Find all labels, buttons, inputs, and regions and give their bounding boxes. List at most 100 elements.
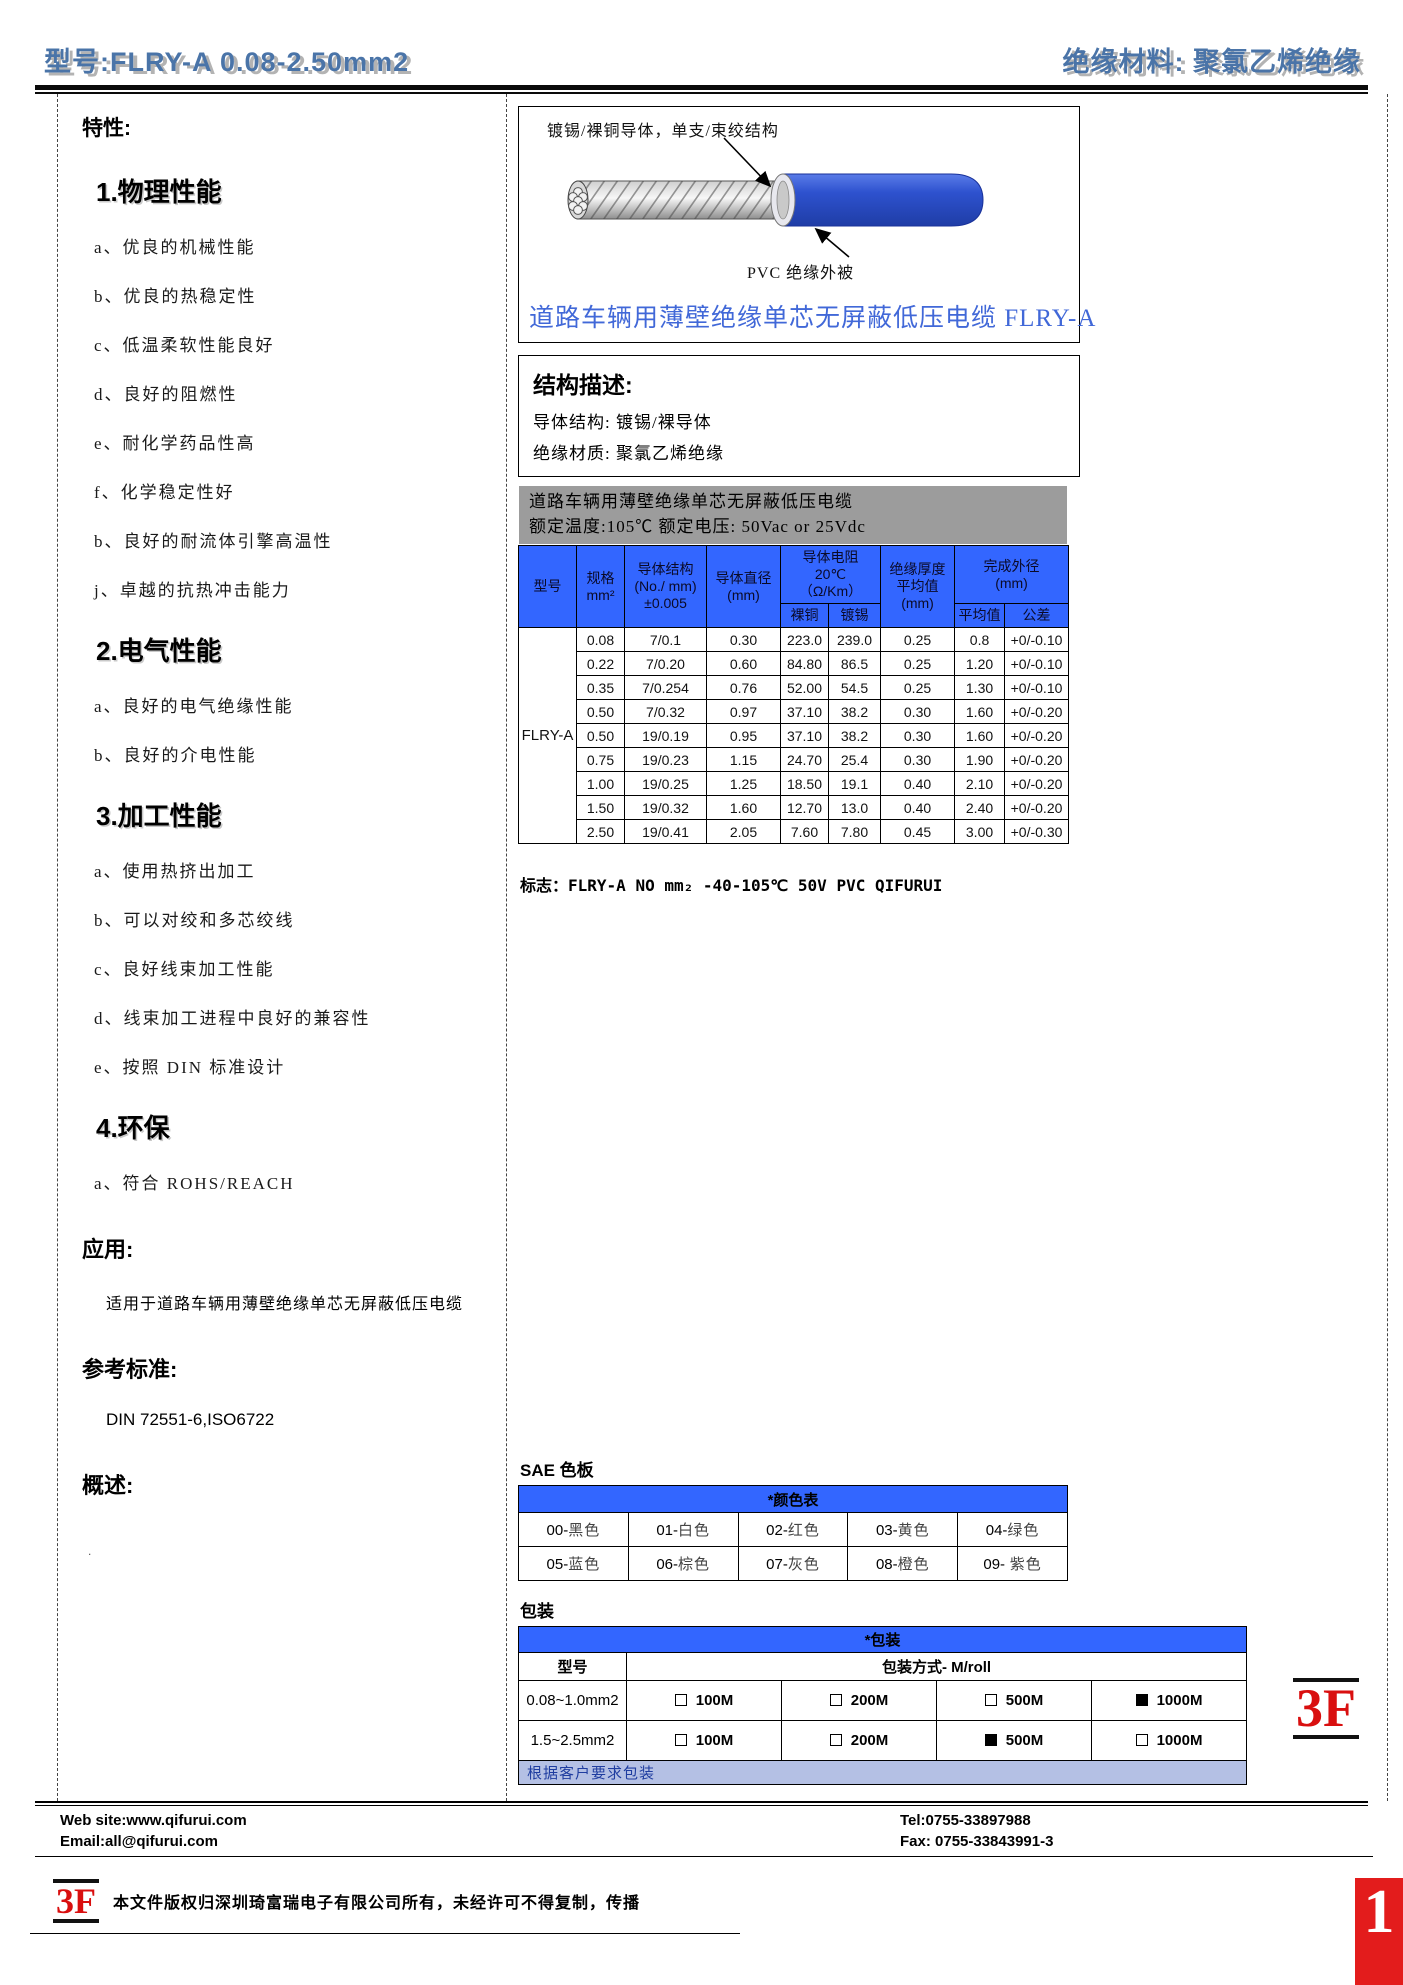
pack-model-cell: 1.5~2.5mm2 (518, 1720, 627, 1761)
col-structure: 导体结构 (No./ mm) ±0.005 (624, 545, 707, 628)
spec-cell: 19/0.19 (624, 723, 707, 748)
spec-cell: 37.10 (780, 723, 829, 748)
pack-option-cell: 100M (626, 1720, 782, 1761)
packaging-col-model: 型号 (518, 1652, 627, 1681)
spec-cell: 7.60 (780, 819, 829, 844)
feature-item: e、按照 DIN 标准设计 (94, 1058, 286, 1077)
contact-right: Tel:0755-33897988 Fax: 0755-33843991-3 (900, 1810, 1360, 1852)
spec-table-head: 型号 规格 mm² 导体结构 (No./ mm) ±0.005 导体直径 (mm… (518, 545, 1070, 628)
spec-cell: 24.70 (780, 747, 829, 772)
checkbox-checked-icon (1135, 1694, 1148, 1706)
pack-option-cell: 200M (781, 1720, 937, 1761)
checkbox-unchecked-icon (674, 1694, 687, 1706)
spec-cell: 0.30 (880, 723, 956, 748)
packaging-col-method: 包装方式- M/roll (625, 1652, 1248, 1681)
section-items: a、符合 ROHS/REACH (82, 1169, 492, 1194)
standards-text: DIN 72551-6,ISO6722 (106, 1410, 275, 1429)
cable-product-title: 道路车辆用薄壁绝缘单芯无屏蔽低压电缆 FLRY-A (529, 305, 1097, 332)
marking-label: 标志： (520, 878, 569, 895)
spec-cell: 54.5 (827, 675, 882, 700)
section-heading: 1.物理性能 (96, 177, 222, 207)
pack-option-cell: 500M (936, 1680, 1092, 1721)
spec-cell: 0.35 (576, 675, 625, 700)
spec-cell: 1.00 (576, 771, 625, 796)
spec-row: 0.50 7/0.32 0.97 37.10 38.2 0.30 1.60 +0/-0.20 (519, 699, 1070, 724)
structure-box: 结构描述: 导体结构: 镀锡/裸导体 绝缘材质: 聚氯乙烯绝缘 (518, 355, 1080, 477)
insulation-material-line: 绝缘材质: 聚氯乙烯绝缘 (533, 444, 724, 463)
spec-cell: +0/-0.20 (1004, 771, 1070, 796)
overview-heading: 概述: (82, 1473, 134, 1498)
marking-value: FLRY-A NO mm₂ -40-105℃ 50V PVC QIFURUI (568, 876, 943, 895)
packaging-table: *包装 型号 包装方式- M/roll 0.08~1.0mm2 100M 200M 5… (517, 1626, 1248, 1785)
right-column: 镀锡/裸铜导体，单支/束绞结构 (507, 94, 1388, 1801)
fax-text: Fax: 0755-33843991-3 (900, 1833, 1054, 1850)
contact-row: Web site:www.qifurui.com Email:all@qifur… (0, 1806, 1403, 1854)
spec-cell: 0.25 (880, 651, 956, 676)
spec-cell: 0.60 (706, 651, 781, 676)
left-column: 特性: 1.物理性能 a、优良的机械性能 b、优良的热稳定性 c、低温柔软性能良好 d… (57, 94, 507, 1801)
section-physical: 1.物理性能 a、优良的机械性能 b、优良的热稳定性 c、低温柔软性能良好 d、良好的… (82, 172, 492, 601)
feature-item: a、良好的电气绝缘性能 (94, 697, 294, 716)
section-environment: 4.环保 a、符合 ROHS/REACH (82, 1108, 492, 1194)
pack-option-label: 200M (850, 1732, 889, 1749)
spec-row: 0.50 19/0.19 0.95 37.10 38.2 0.30 1.60 +0/-0.20 (519, 723, 1070, 748)
spec-cell: 86.5 (827, 651, 882, 676)
cable-diagram-box: 镀锡/裸铜导体，单支/束绞结构 (518, 106, 1097, 343)
spec-table: 型号 规格 mm² 导体结构 (No./ mm) ±0.005 导体直径 (mm… (518, 545, 1070, 844)
spec-cell: +0/-0.30 (1004, 819, 1070, 844)
checkbox-unchecked-icon (984, 1694, 997, 1706)
spec-cell: 38.2 (827, 699, 882, 724)
spec-cell: 0.95 (706, 723, 781, 748)
spec-cell: +0/-0.20 (1004, 795, 1070, 820)
feature-item: a、优良的机械性能 (94, 238, 256, 257)
color-cell: 06-棕色 (627, 1546, 739, 1581)
feature-item: a、使用热挤出加工 (94, 862, 256, 881)
section-items: a、良好的电气绝缘性能 b、良好的介电性能 (82, 692, 492, 766)
content: 特性: 1.物理性能 a、优良的机械性能 b、优良的热稳定性 c、低温柔软性能良好 d… (57, 94, 1403, 1801)
checkbox-checked-icon (984, 1734, 997, 1746)
pack-option-cell: 1000M (1090, 1720, 1248, 1761)
standards-heading: 参考标准: (82, 1357, 178, 1382)
checkbox-unchecked-icon (1135, 1734, 1148, 1746)
spec-row: 2.50 19/0.41 2.05 7.60 7.80 0.45 3.00 +0/-0.30 (519, 819, 1070, 844)
spec-cell: 84.80 (780, 651, 829, 676)
spec-row: 0.22 7/0.20 0.60 84.80 86.5 0.25 1.20 +0/-0.10 (519, 651, 1070, 676)
page-number-badge: 1 (1355, 1878, 1403, 1985)
spec-cell: 37.10 (780, 699, 829, 724)
copyright-row: 3F 本文件版权归深圳琦富瑞电子有限公司所有，未经许可不得复制，传播 (0, 1857, 1403, 1924)
color-cell: 04-绿色 (957, 1512, 1068, 1547)
spec-cell: 19/0.41 (624, 819, 707, 844)
spec-cell: 7/0.254 (624, 675, 707, 700)
pack-option-cell: 1000M (1090, 1680, 1248, 1721)
spec-cell: 12.70 (780, 795, 829, 820)
spec-cell: 0.22 (576, 651, 625, 676)
section-processing: 3.加工性能 a、使用热挤出加工 b、可以对绞和多芯绞线 c、良好线束加工性能 d、线… (82, 796, 492, 1078)
section-heading: 3.加工性能 (96, 801, 222, 831)
spec-cell: 7/0.20 (624, 651, 707, 676)
page-footer: Web site:www.qifurui.com Email:all@qifur… (0, 1801, 1403, 1935)
footer-divider (35, 1856, 1373, 1857)
jacket-label: PVC 绝缘外被 (747, 265, 855, 282)
pack-table-body: 0.08~1.0mm2 100M 200M 500M 1000M 1.5~2.5mm2 10… (518, 1680, 1248, 1761)
spec-row: 1.00 19/0.25 1.25 18.50 19.1 0.40 2.10 +0/-0.20 (519, 771, 1070, 796)
page-header: 型号:FLRY-A 0.08-2.50mm2 绝缘材料: 聚氯乙烯绝缘 (0, 0, 1403, 83)
spec-row: 0.35 7/0.254 0.76 52.00 54.5 0.25 1.30 +0/-0.10 (519, 675, 1070, 700)
spec-cell: 0.30 (880, 747, 956, 772)
spec-cell: 52.00 (780, 675, 829, 700)
col-od: 完成外径 (mm) (954, 545, 1070, 604)
feature-item: f、化学稳定性好 (94, 483, 235, 502)
brand-logo-3f: 3F (1293, 1678, 1359, 1740)
feature-item: j、卓越的抗热冲击能力 (94, 581, 291, 600)
conductor-structure-line: 导体结构: 镀锡/裸导体 (533, 413, 712, 432)
color-table-body: 00-黑色 01-白色 02-红色 03-黄色 04-绿色 05-蓝色 06-棕色 07-灰色… (518, 1512, 1068, 1581)
spec-cell: 1.60 (954, 699, 1006, 724)
copyright-underline (30, 1933, 740, 1935)
pack-option-label: 100M (695, 1692, 734, 1709)
spec-cell: 1.20 (954, 651, 1006, 676)
spec-cell: 2.50 (576, 819, 625, 844)
feature-item: e、耐化学药品性高 (94, 434, 256, 453)
spec-cell: +0/-0.20 (1004, 699, 1070, 724)
spec-cell: 13.0 (827, 795, 882, 820)
feature-item: c、良好线束加工性能 (94, 960, 275, 979)
model-title: 型号:FLRY-A 0.08-2.50mm2 (44, 47, 410, 77)
